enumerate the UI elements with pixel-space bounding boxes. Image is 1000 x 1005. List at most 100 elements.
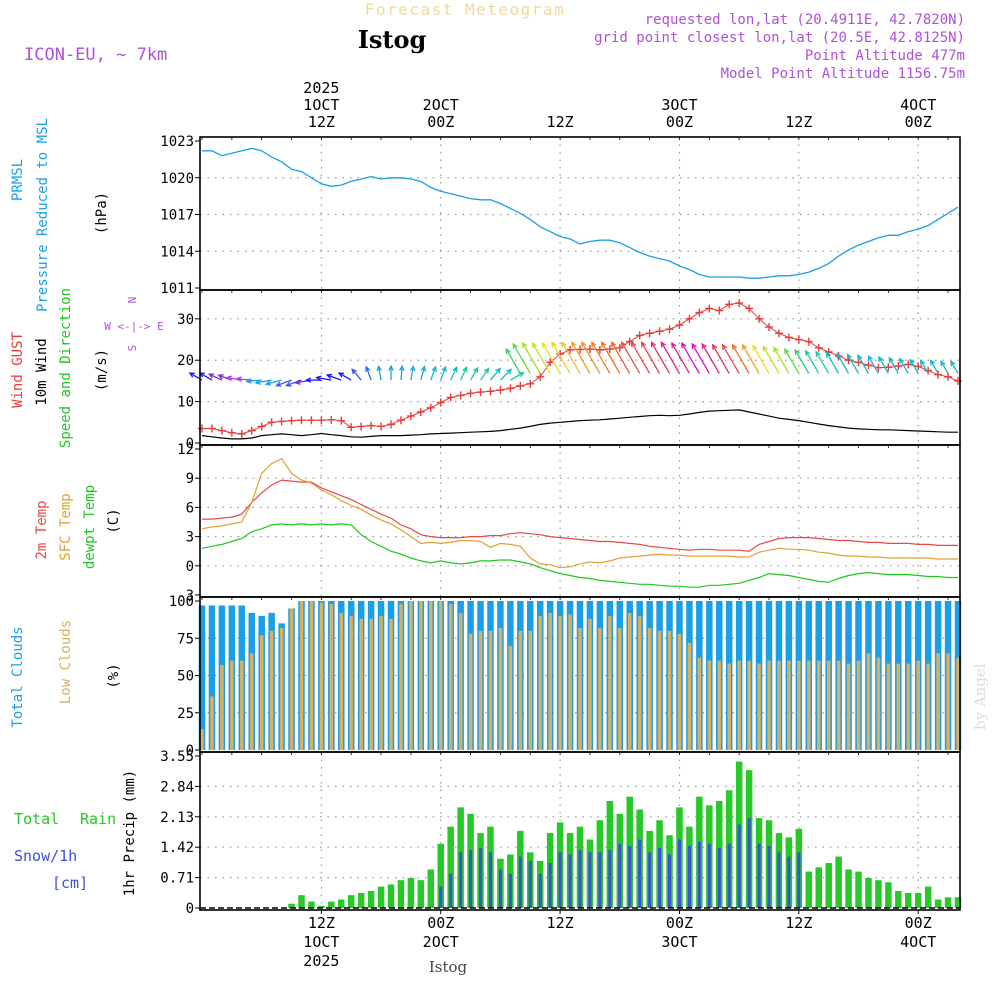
top-time-label: 00Z: [666, 113, 693, 131]
low-cloud-bar: [697, 657, 702, 750]
wind-arrow: [773, 346, 790, 374]
low-cloud-bar: [488, 630, 493, 750]
low-cloud-bar: [210, 696, 214, 750]
wind-arrow: [762, 345, 780, 374]
gust-marker: [605, 345, 614, 354]
gust-marker: [536, 372, 545, 381]
snow-bar: [747, 818, 751, 908]
gust-marker: [585, 345, 594, 354]
temp2m-line: [202, 479, 958, 552]
low-cloud-bar: [240, 660, 244, 750]
gust-marker: [496, 386, 505, 395]
wind-arrow: [681, 341, 700, 374]
gust-marker: [864, 361, 873, 370]
pressure-msl-label: Pressure Reduced to MSL: [35, 118, 51, 312]
panel-frame: [199, 444, 961, 598]
precip-ylabel: 1hr Precip (mm): [122, 770, 138, 896]
low-cloud-bar: [598, 627, 602, 750]
low-cloud-bar: [826, 660, 831, 750]
low-cloud-bar: [289, 608, 294, 750]
bottom-time-label: 1OCT: [303, 933, 339, 951]
wind-arrow: [721, 343, 740, 374]
low-cloud-bar: [558, 615, 562, 750]
low-cloud-bar: [677, 633, 682, 750]
snow-bar: [518, 856, 522, 908]
gust-marker: [257, 422, 266, 431]
gust-marker: [755, 314, 764, 323]
rain-bars: [288, 761, 962, 908]
gust-marker: [595, 345, 604, 354]
wind-arrow: [450, 366, 458, 381]
low-cloud-bar: [538, 615, 542, 750]
y-tick-label: 1.42: [160, 840, 194, 856]
panel-frame: [199, 136, 961, 291]
low-cloud-bar: [478, 630, 483, 750]
gust-marker: [625, 337, 634, 346]
rain-bar: [895, 890, 902, 908]
low-cloud-bar: [608, 615, 612, 750]
model-label: ICON-EU, ~ 7km: [24, 45, 167, 65]
snow-bar: [638, 839, 642, 908]
rain-bar: [914, 893, 922, 908]
wind-arrow: [640, 340, 661, 374]
low-cloud-bar: [876, 657, 881, 750]
rain-bar: [835, 856, 842, 908]
low-cloud-bar: [618, 627, 622, 750]
bottom-time-label: 00Z: [666, 914, 693, 932]
low-cloud-bar: [916, 660, 920, 750]
gust-marker: [446, 393, 455, 402]
footer-station: Istog: [429, 958, 468, 976]
snow-bar: [548, 863, 552, 908]
wind-arrow: [479, 367, 490, 381]
y-tick-label: 1011: [160, 281, 194, 297]
snow-bar: [687, 845, 691, 908]
percent-label: (%): [106, 663, 122, 688]
snow-bar: [797, 852, 801, 908]
low-cloud-bar: [429, 601, 433, 750]
low-cloud-bar: [518, 630, 523, 750]
wind-arrow: [919, 359, 929, 374]
low-cloud-bar: [349, 615, 353, 750]
low-cloud-bar: [448, 603, 453, 750]
wind-arrow: [857, 353, 870, 374]
low-cloud-bar: [747, 660, 751, 750]
gust-marker: [347, 423, 356, 432]
low-cloud-bar: [896, 663, 901, 750]
y-tick-label: 12: [177, 442, 194, 458]
gust-marker: [387, 420, 395, 429]
low-cloud-bar: [409, 601, 413, 750]
y-tick-label: 1014: [160, 244, 194, 260]
wind-arrow: [591, 340, 611, 374]
wind-arrow: [510, 371, 525, 381]
snow-bar: [737, 824, 741, 908]
gust-marker: [894, 362, 903, 371]
bottom-time-label: 12Z: [785, 914, 812, 932]
rain-bar: [865, 878, 872, 908]
gust-marker: [506, 384, 515, 393]
low-cloud-bar: [926, 663, 930, 750]
y-tick-label: 0: [186, 436, 194, 452]
snow-bar: [727, 843, 731, 908]
sfc-temp-label: SFC Temp: [58, 493, 74, 560]
wind-arrow: [940, 360, 949, 374]
wind-arrow: [337, 372, 352, 381]
total-cloud-bar: [198, 605, 206, 750]
credit: by Angel: [971, 663, 989, 730]
hpa-label: (hPa): [94, 192, 110, 234]
wind-arrow: [325, 373, 342, 381]
snow-bar: [568, 854, 572, 908]
gust-line: [202, 302, 959, 435]
top-time-label: 2025: [303, 79, 339, 97]
wind-arrow: [899, 357, 909, 374]
gust-marker: [526, 379, 535, 388]
gust-marker: [765, 323, 773, 332]
bottom-time-label: 2025: [303, 952, 339, 970]
gust-marker: [685, 314, 694, 323]
wind-arrow: [365, 365, 372, 381]
top-time-label: 12Z: [308, 113, 335, 131]
wind-arrow: [505, 347, 521, 374]
low-cloud-bar: [339, 612, 344, 750]
prmsl-label: PRMSL: [10, 159, 26, 201]
low-cloud-bar: [647, 627, 652, 750]
